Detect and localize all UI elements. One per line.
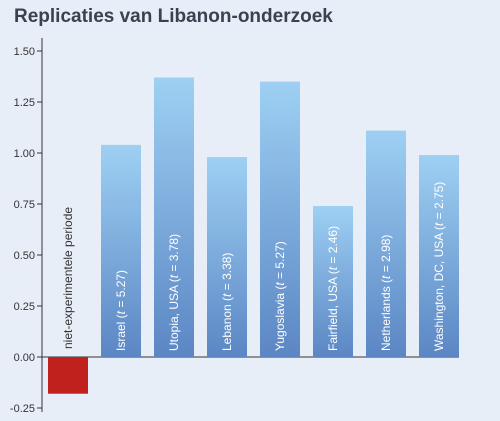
y-tick-label: 0.00 <box>14 352 35 364</box>
bars <box>48 77 459 394</box>
bar-label: Israel (t = 5.27) <box>114 270 128 351</box>
bar-label: niet-experimentele periode <box>61 207 75 349</box>
bar-labels: niet-experimentele periode Israel (t = 5.… <box>61 182 446 351</box>
bar <box>313 206 353 357</box>
y-tick-label: 1.00 <box>14 148 35 160</box>
bar <box>154 77 194 358</box>
bar <box>48 357 88 394</box>
bar <box>260 81 300 357</box>
y-tick-label: 1.25 <box>14 97 35 109</box>
bar <box>101 144 141 357</box>
bar-label: Washington, DC, USA (t = 2.75) <box>432 182 446 351</box>
bar <box>366 130 406 357</box>
y-tick-label: 0.25 <box>14 301 35 313</box>
bar <box>419 155 459 357</box>
chart-title: Replicaties van Libanon-onderzoek <box>14 6 333 27</box>
y-tick-label: 1.50 <box>14 46 35 58</box>
bar-label: Yugoslavia (t = 5.27) <box>273 241 287 351</box>
y-tick-label: -0.25 <box>10 403 35 415</box>
y-tick-label: 0.50 <box>14 250 35 262</box>
y-tick-label: 0.75 <box>14 199 35 211</box>
axes: 1.50 1.25 1.00 0.75 0.50 0.25 0.00 -0.25 <box>10 38 459 415</box>
bar-label: Fairfield, USA (t = 2.46) <box>326 226 340 351</box>
bar-label: Netherlands (t = 2.98) <box>379 235 393 351</box>
bar-label: Lebanon (t = 3.38) <box>220 253 234 351</box>
bar <box>207 157 247 357</box>
bar-label: Utopia, USA (t = 3.78) <box>167 234 181 351</box>
